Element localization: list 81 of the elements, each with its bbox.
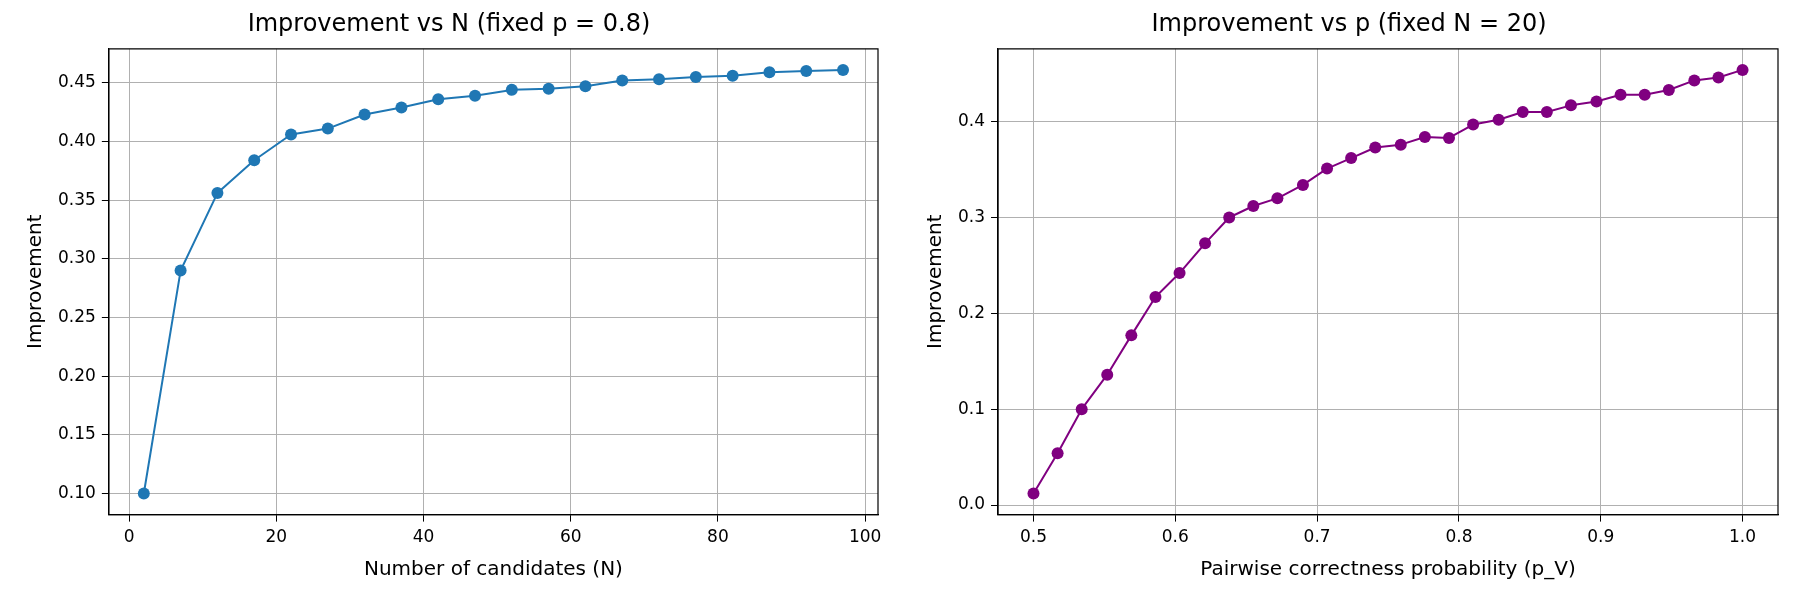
y-tick-label: 0.2 xyxy=(957,301,986,322)
point xyxy=(616,74,629,87)
y-axis-title: Improvement xyxy=(22,214,47,349)
point xyxy=(1418,130,1431,143)
point xyxy=(1564,99,1577,112)
point xyxy=(1443,131,1455,144)
point xyxy=(1516,106,1529,119)
point xyxy=(1688,74,1701,87)
point xyxy=(837,63,850,76)
x-tick-label: 0.9 xyxy=(1587,526,1615,547)
y-tick-label: 0.35 xyxy=(57,188,96,209)
y-tick-label: 0.45 xyxy=(57,71,96,92)
point xyxy=(1027,487,1040,500)
y-tick-label: 0.20 xyxy=(57,364,96,385)
x-tick-label: 0.7 xyxy=(1303,526,1331,547)
point xyxy=(800,65,813,78)
x-tick-label: 80 xyxy=(707,526,729,547)
y-axis-title: Improvement xyxy=(922,214,947,349)
point xyxy=(1199,237,1212,250)
x-tick-label: 0.6 xyxy=(1161,526,1189,547)
point xyxy=(1247,199,1260,212)
y-tick-label: 0.25 xyxy=(57,305,96,326)
x-tick-label: 40 xyxy=(412,526,435,547)
point xyxy=(1394,138,1407,151)
point xyxy=(1223,211,1236,224)
point xyxy=(137,487,150,500)
y-tick-label: 0.15 xyxy=(57,423,96,444)
point xyxy=(1662,84,1675,97)
point xyxy=(505,83,518,96)
point xyxy=(248,154,261,167)
point xyxy=(1149,291,1162,304)
point xyxy=(726,69,739,82)
x-axis-title: Pairwise correctness probability (p_V) xyxy=(1200,556,1576,581)
point xyxy=(358,108,371,121)
point xyxy=(1736,63,1749,76)
point xyxy=(689,70,702,83)
point xyxy=(1590,95,1603,108)
point xyxy=(1712,71,1725,84)
point xyxy=(1369,141,1382,154)
point xyxy=(1467,118,1480,131)
y-tick-label: 0.3 xyxy=(957,205,986,226)
point xyxy=(542,82,555,95)
x-tick-label: 100 xyxy=(848,526,882,547)
point xyxy=(1614,88,1627,101)
x-tick-label: 60 xyxy=(559,526,582,547)
point xyxy=(395,101,408,114)
point xyxy=(1638,88,1651,101)
x-tick-label: 0.8 xyxy=(1445,526,1473,547)
point xyxy=(1345,152,1358,165)
point xyxy=(285,128,298,141)
point xyxy=(1101,368,1114,381)
y-tick-label: 0.30 xyxy=(57,247,96,268)
point xyxy=(1492,113,1505,126)
x-tick-label: 20 xyxy=(265,526,288,547)
point xyxy=(1540,106,1553,119)
x-tick-label: 0.5 xyxy=(1019,526,1048,547)
point xyxy=(1125,329,1138,342)
point xyxy=(1271,192,1284,205)
point xyxy=(1075,403,1088,416)
point xyxy=(579,80,592,93)
point xyxy=(469,89,482,102)
x-tick-label: 1.0 xyxy=(1729,526,1757,547)
point xyxy=(763,66,776,79)
point xyxy=(174,264,187,277)
x-axis-title: Number of candidates (N) xyxy=(363,556,623,581)
point xyxy=(1296,178,1309,191)
point xyxy=(321,122,334,135)
chart-title: Improvement vs N (fixed p = 0.8) xyxy=(247,8,651,37)
x-tick-label: 0 xyxy=(123,526,135,547)
point xyxy=(1051,447,1064,460)
y-tick-label: 0.40 xyxy=(57,129,96,150)
y-tick-label: 0.4 xyxy=(957,110,986,131)
y-tick-label: 0.10 xyxy=(57,481,96,502)
y-tick-label: 0.0 xyxy=(957,493,986,514)
point xyxy=(1321,162,1334,175)
point xyxy=(211,187,224,200)
y-tick-label: 0.1 xyxy=(957,397,986,418)
point xyxy=(653,73,666,86)
chart-title: Improvement vs p (fixed N = 20) xyxy=(1151,8,1547,37)
point xyxy=(1173,267,1186,280)
point xyxy=(432,93,445,106)
